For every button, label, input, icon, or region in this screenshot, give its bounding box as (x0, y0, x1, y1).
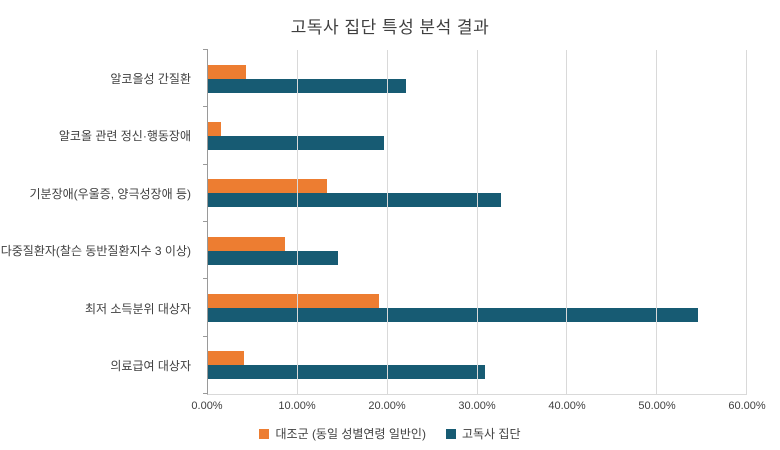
bar-group (208, 50, 747, 107)
bar-group (208, 279, 747, 336)
plot-area (203, 49, 747, 395)
bar-rows (208, 50, 747, 394)
bar-lonely-death-group (208, 78, 406, 93)
gridline (386, 50, 388, 394)
value-axis: 0.00% 10.00% 20.00% 30.00% 40.00% 50.00% 60.00… (191, 400, 765, 416)
legend-item-control-group: 대조군 (동일 성별연령 일반인) (259, 425, 426, 442)
category-label: 의료급여 대상자 (110, 359, 191, 374)
category-label: 최저 소득분위 대상자 (84, 301, 191, 316)
category-axis-tick (203, 106, 208, 108)
category-axis-tick (203, 335, 208, 337)
category-axis-tick (203, 163, 208, 165)
bar-control-group (208, 351, 244, 366)
bar-group (208, 337, 747, 394)
bar-control-group (208, 121, 222, 136)
gridline (296, 50, 298, 394)
category-label: 다중질환자(찰슨 동반질환지수 3 이상) (0, 244, 191, 259)
legend-label: 고독사 집단 (461, 427, 521, 441)
x-tick-label: 10.00% (278, 400, 316, 412)
bar-group (208, 165, 747, 222)
bar-group (208, 222, 747, 279)
bar-lonely-death-group (208, 193, 501, 208)
legend-item-lonely-death-group: 고독사 집단 (445, 425, 521, 442)
chart-title: 고독사 집단 특성 분석 결과 (290, 18, 490, 37)
bar-control-group (208, 236, 286, 251)
x-tick-label: 20.00% (368, 400, 406, 412)
bar-lonely-death-group (208, 135, 385, 150)
category-label: 기분장애(우울증, 양극성장애 등) (29, 186, 191, 201)
legend-label: 대조군 (동일 성별연령 일반인) (275, 427, 426, 441)
legend: 대조군 (동일 성별연령 일반인) 고독사 집단 (0, 425, 780, 442)
gridline (656, 50, 658, 394)
gridline (566, 50, 568, 394)
gridline (746, 50, 747, 394)
category-axis-tick (203, 49, 208, 50)
x-tick-label: 30.00% (458, 400, 496, 412)
category-label: 알코올 관련 정신·행동장애 (58, 129, 191, 144)
x-tick-label: 40.00% (548, 400, 586, 412)
bar-lonely-death-group (208, 365, 485, 380)
bar-control-group (208, 179, 327, 194)
x-tick-label: 50.00% (638, 400, 676, 412)
category-label: 알코올성 간질환 (110, 71, 191, 86)
legend-swatch (259, 428, 270, 439)
gridline (476, 50, 478, 394)
bar-lonely-death-group (208, 307, 699, 322)
bar-group (208, 107, 747, 164)
x-tick-label: 0.00% (191, 400, 223, 412)
category-axis-tick (203, 221, 208, 222)
category-axis-tick (203, 393, 208, 394)
x-tick-label: 60.00% (728, 400, 766, 412)
bar-lonely-death-group (208, 250, 339, 265)
legend-swatch (445, 428, 456, 439)
category-axis-tick (203, 278, 208, 280)
bar-control-group (208, 64, 246, 79)
bar-control-group (208, 293, 379, 308)
